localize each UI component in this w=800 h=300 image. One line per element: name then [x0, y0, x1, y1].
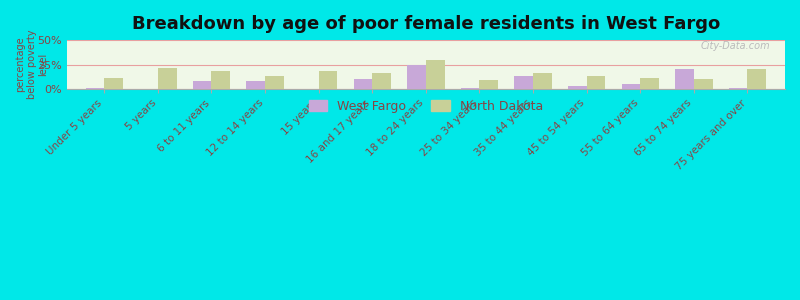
Title: Breakdown by age of poor female residents in West Fargo: Breakdown by age of poor female resident… [132, 15, 720, 33]
Bar [461, 88, 479, 89]
Bar [622, 84, 640, 89]
Bar [479, 80, 498, 89]
Bar [568, 86, 586, 89]
Text: City-Data.com: City-Data.com [701, 41, 770, 51]
Bar [675, 69, 694, 89]
Bar [318, 71, 338, 89]
Legend: West Fargo, North Dakota: West Fargo, North Dakota [303, 95, 548, 118]
Bar [586, 76, 606, 89]
Bar [694, 79, 713, 89]
Bar [640, 78, 659, 89]
Bar [158, 68, 177, 89]
Bar [514, 76, 533, 89]
Bar [747, 69, 766, 89]
Bar [86, 88, 104, 89]
Y-axis label: percentage
below poverty
level: percentage below poverty level [15, 30, 48, 99]
Bar [211, 71, 230, 89]
Bar [354, 79, 372, 89]
Bar [372, 73, 391, 89]
Bar [729, 88, 747, 89]
Bar [407, 65, 426, 89]
Bar [246, 81, 265, 89]
Bar [193, 81, 211, 89]
Bar [104, 78, 123, 89]
Bar [533, 73, 552, 89]
Bar [426, 60, 445, 89]
Bar [265, 76, 284, 89]
